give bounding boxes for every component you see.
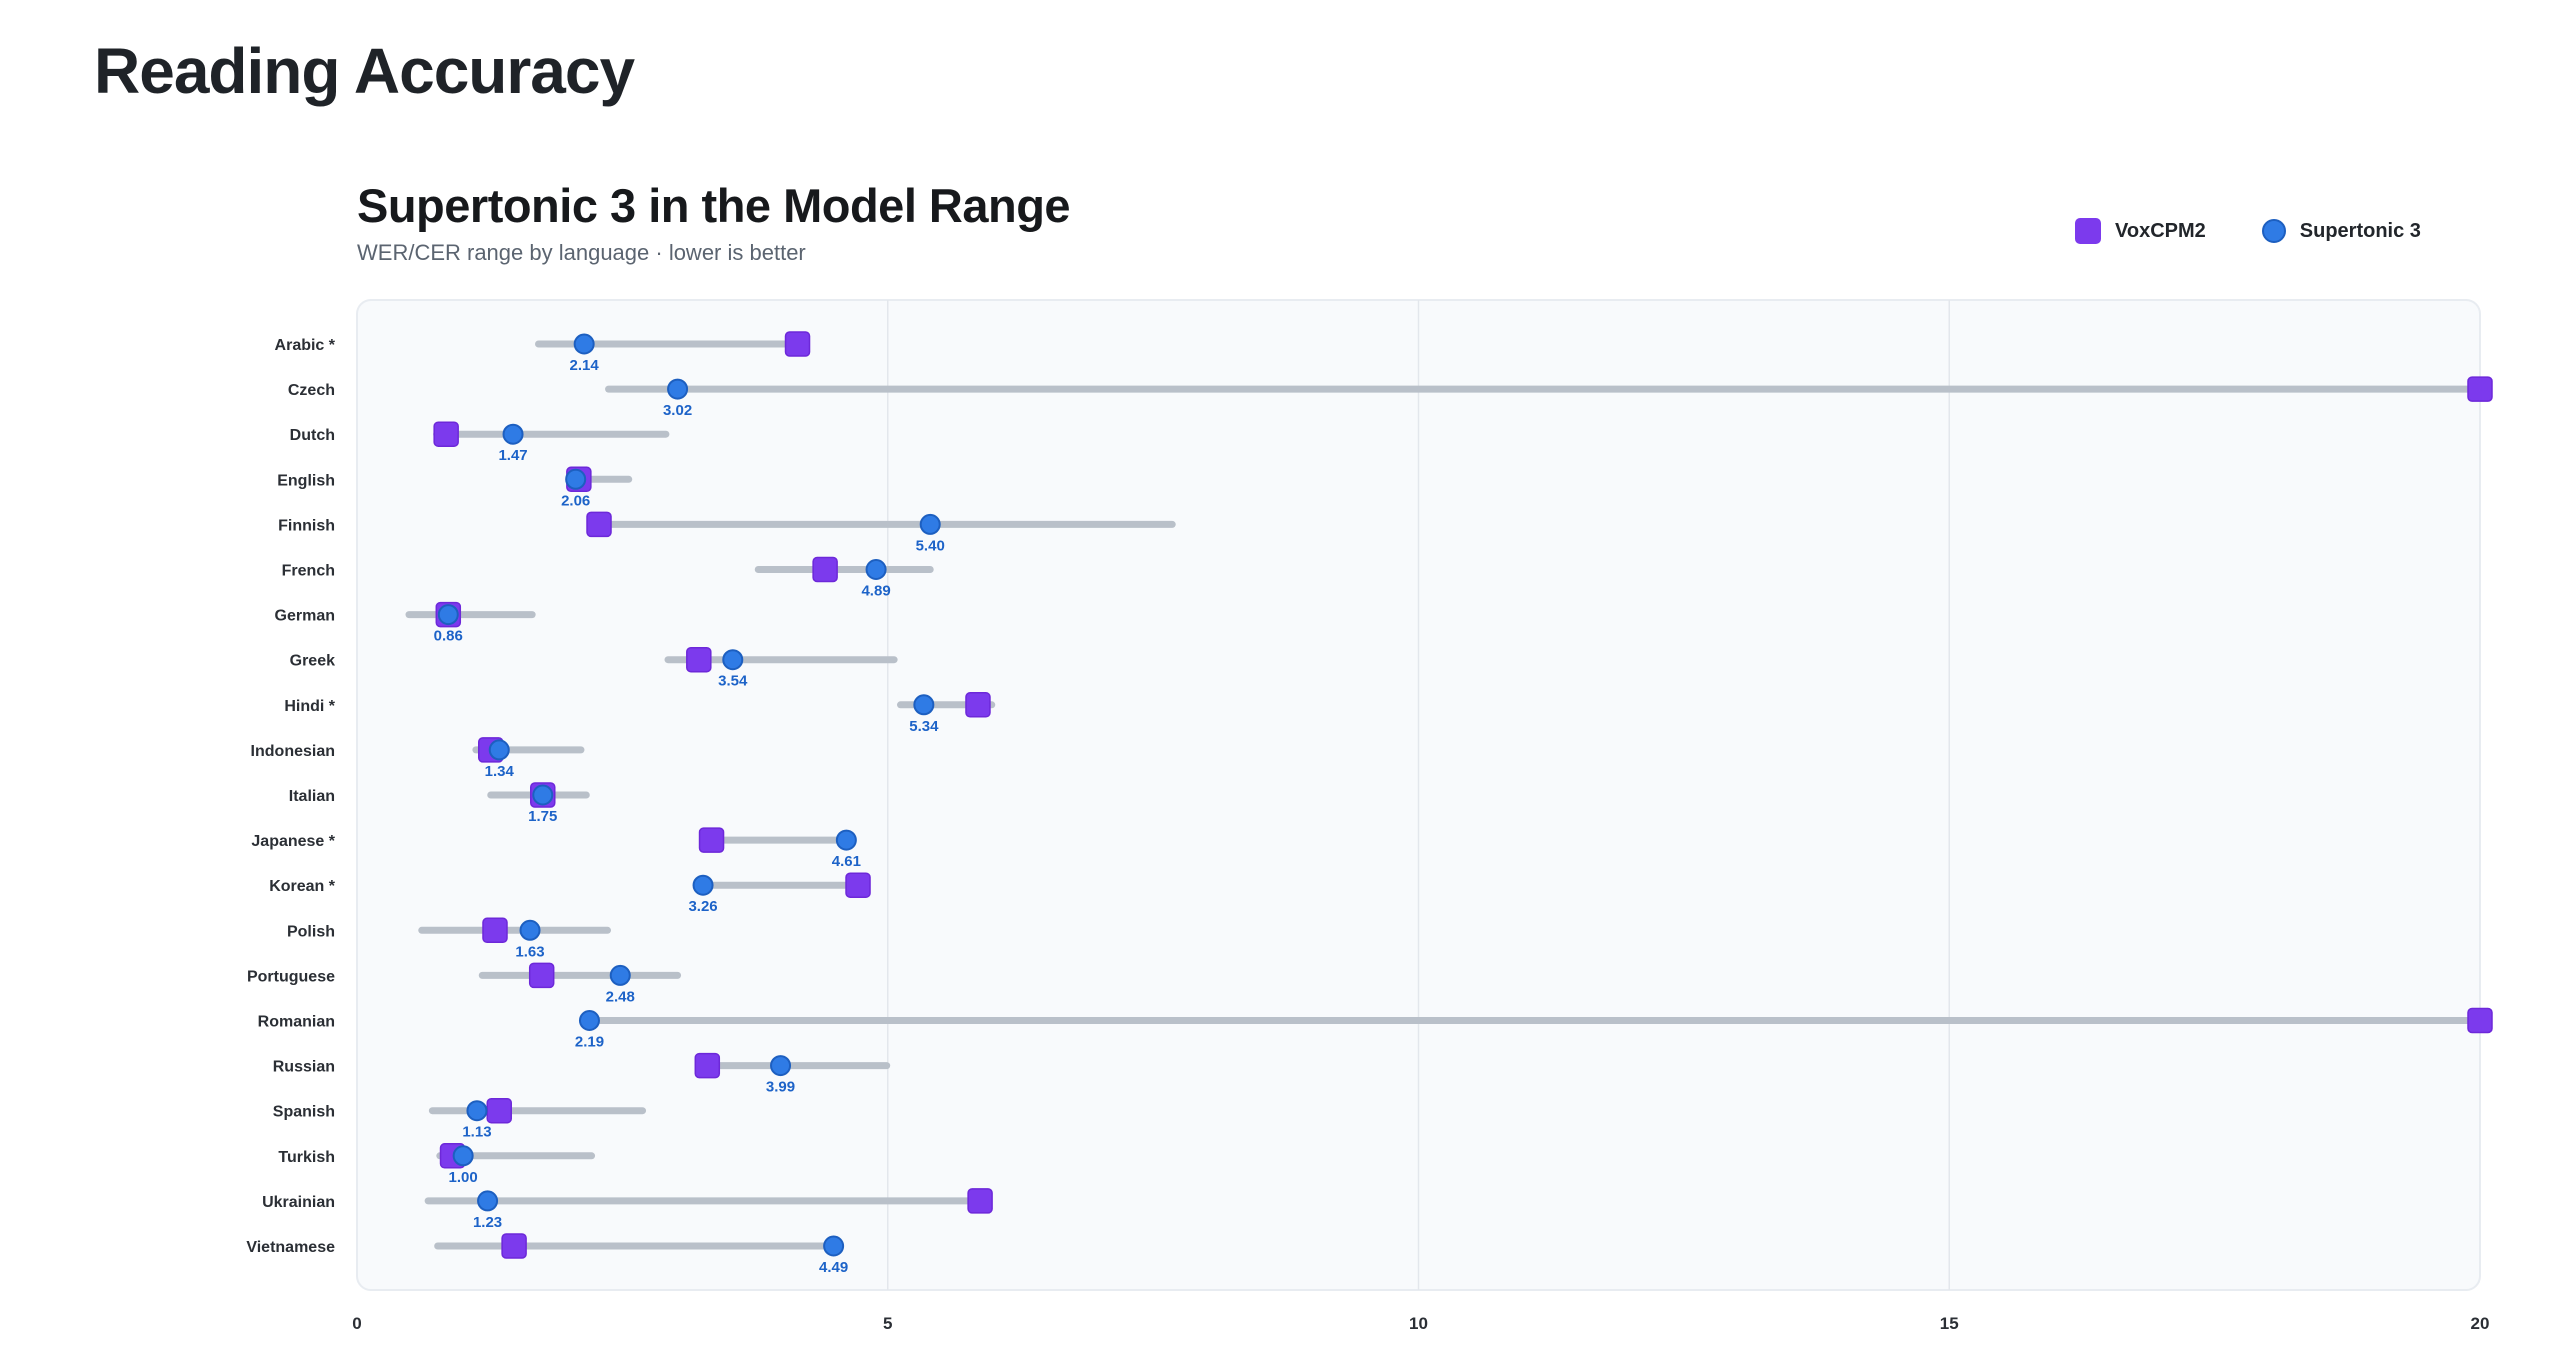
y-category-label: Spanish — [273, 1104, 335, 1121]
supertonic3-data-label: 0.86 — [434, 628, 463, 645]
supertonic3-data-label: 2.48 — [606, 988, 635, 1005]
voxcpm2-point — [686, 646, 712, 673]
supertonic3-point — [692, 874, 714, 896]
voxcpm2-point — [501, 1233, 527, 1259]
supertonic3-point — [502, 423, 524, 445]
y-category-label: Italian — [289, 788, 335, 805]
x-tick-label: 0 — [352, 1314, 361, 1333]
y-category-label: Russian — [273, 1059, 335, 1076]
supertonic3-point — [437, 604, 459, 626]
supertonic3-point — [835, 829, 857, 851]
voxcpm2-point — [2467, 1007, 2493, 1034]
supertonic3-point — [452, 1145, 474, 1167]
legend-circle-marker-icon — [2261, 219, 2286, 243]
supertonic3-data-label: 2.19 — [575, 1034, 604, 1051]
supertonic3-data-label: 1.47 — [498, 447, 527, 464]
supertonic3-point — [466, 1100, 488, 1122]
chart-subtitle: WER/CER range by language · lower is bet… — [357, 240, 806, 265]
y-category-label: Czech — [288, 382, 335, 399]
supertonic3-data-label: 1.34 — [485, 763, 515, 780]
supertonic3-point — [488, 739, 510, 761]
y-category-label: Finnish — [278, 517, 335, 534]
x-tick-label: 5 — [883, 1314, 892, 1333]
voxcpm2-point — [586, 511, 612, 538]
supertonic3-data-label: 3.26 — [688, 898, 717, 915]
supertonic3-data-label: 4.61 — [832, 853, 861, 870]
y-category-label: Romanian — [258, 1014, 335, 1031]
y-category-label: Polish — [287, 923, 335, 940]
supertonic3-data-label: 1.63 — [515, 943, 544, 960]
supertonic3-point — [519, 919, 541, 941]
supertonic3-point — [578, 1010, 600, 1031]
supertonic3-data-label: 1.13 — [462, 1124, 491, 1141]
y-category-label: German — [275, 608, 335, 625]
voxcpm2-point — [2467, 376, 2493, 402]
y-category-label: Dutch — [290, 427, 335, 444]
supertonic3-data-label: 3.02 — [663, 402, 692, 419]
supertonic3-data-label: 5.40 — [916, 537, 945, 554]
supertonic3-point — [609, 964, 631, 986]
page-title: Reading Accuracy — [94, 35, 635, 107]
y-category-label: Portuguese — [247, 968, 335, 985]
voxcpm2-point — [845, 872, 871, 898]
y-category-label: Arabic * — [275, 337, 336, 354]
supertonic3-data-label: 1.75 — [528, 808, 557, 825]
legend-item-supertonic3[interactable]: Supertonic 3 — [2261, 219, 2421, 243]
supertonic3-point — [770, 1055, 792, 1077]
supertonic3-point — [573, 333, 595, 355]
voxcpm2-point — [812, 556, 838, 583]
y-category-label: Indonesian — [251, 743, 335, 760]
supertonic3-data-label: 2.14 — [570, 357, 600, 374]
y-category-label: Japanese * — [251, 833, 335, 850]
voxcpm2-point — [698, 827, 725, 853]
x-tick-label: 15 — [1940, 1314, 1959, 1333]
supertonic3-point — [919, 513, 941, 535]
supertonic3-data-label: 2.06 — [561, 492, 590, 509]
chart-legend: VoxCPM2 Supertonic 3 — [2075, 218, 2421, 244]
supertonic3-point — [722, 649, 744, 671]
y-category-label: French — [282, 563, 335, 580]
voxcpm2-point — [482, 917, 508, 944]
legend-label-supertonic3: Supertonic 3 — [2299, 219, 2421, 242]
legend-label-voxcpm2: VoxCPM2 — [2115, 219, 2206, 242]
voxcpm2-point — [433, 421, 459, 447]
supertonic3-data-label: 1.00 — [449, 1169, 478, 1186]
supertonic3-point — [913, 694, 935, 716]
voxcpm2-point — [965, 692, 991, 718]
legend-square-marker-icon — [2075, 218, 2101, 244]
y-category-label: Ukrainian — [262, 1194, 335, 1211]
voxcpm2-point — [694, 1052, 721, 1079]
voxcpm2-point — [967, 1188, 993, 1214]
y-category-label: Turkish — [278, 1149, 335, 1166]
supertonic3-data-label: 1.23 — [473, 1214, 502, 1231]
voxcpm2-point — [486, 1097, 512, 1124]
y-category-label: English — [277, 472, 335, 489]
supertonic3-data-label: 3.54 — [718, 673, 748, 690]
supertonic3-data-label: 4.49 — [819, 1259, 848, 1276]
legend-item-voxcpm2[interactable]: VoxCPM2 — [2075, 218, 2206, 244]
x-tick-label: 10 — [1409, 1314, 1428, 1333]
y-category-label: Greek — [290, 653, 335, 670]
supertonic3-data-label: 5.34 — [909, 718, 939, 735]
supertonic3-point — [823, 1235, 845, 1257]
y-category-label: Hindi * — [284, 698, 335, 715]
supertonic3-point — [477, 1190, 499, 1212]
supertonic3-data-label: 4.89 — [861, 583, 890, 600]
x-tick-label: 20 — [2471, 1314, 2490, 1333]
supertonic3-point — [667, 378, 689, 400]
supertonic3-point — [865, 559, 887, 580]
supertonic3-data-label: 3.99 — [766, 1079, 795, 1096]
chart-title: Supertonic 3 in the Model Range — [357, 179, 1071, 232]
y-category-label: Korean * — [269, 878, 336, 895]
supertonic3-point — [532, 784, 554, 806]
supertonic3-point — [565, 468, 587, 490]
y-category-label: Vietnamese — [246, 1239, 335, 1256]
voxcpm2-point — [528, 962, 555, 989]
voxcpm2-point — [784, 331, 811, 357]
